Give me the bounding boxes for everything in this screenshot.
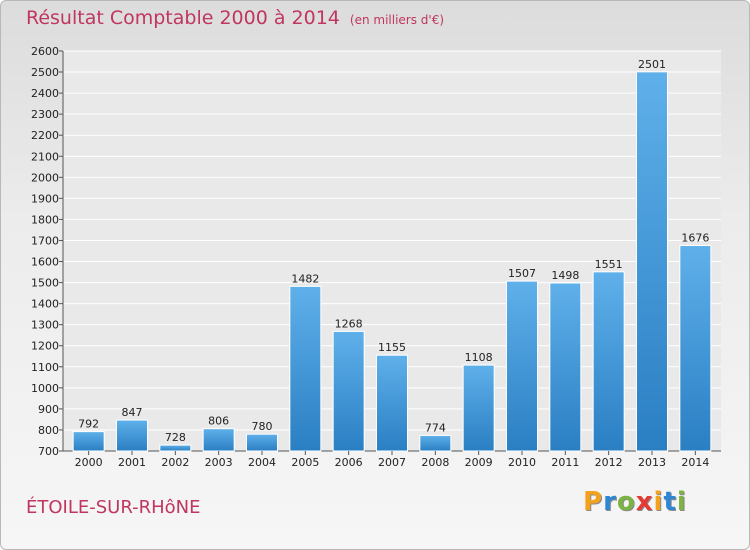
data-label: 1482 [291,272,319,285]
proxiti-logo: Proxiti [583,487,687,517]
bar [246,433,278,452]
y-tick-label: 2400 [31,87,59,100]
bar [202,428,235,452]
y-tick-label: 2200 [31,129,59,142]
chart-unit: (en milliers d'€) [349,13,445,27]
x-tick-label: 2011 [551,456,579,469]
logo-letter: i [676,487,687,517]
x-tick-label: 2000 [75,456,103,469]
city-name: ÉTOILE-SUR-RHôNE [26,497,201,518]
bar [159,444,192,452]
x-tick-label: 2008 [421,456,449,469]
x-tick-label: 2002 [161,456,189,469]
y-tick-label: 900 [38,403,59,416]
y-tick-label: 2000 [31,171,59,184]
bar [419,434,452,452]
data-label: 1507 [508,267,536,280]
bar [376,354,408,452]
y-tick-label: 1300 [31,319,59,332]
data-label: 1498 [551,269,579,282]
logo-letter: r [603,487,617,517]
data-label: 1551 [595,258,623,271]
y-tick-label: 700 [38,445,59,458]
y-tick-label: 1000 [31,382,59,395]
data-label: 774 [425,421,446,434]
y-tick-label: 1100 [31,361,59,374]
x-tick-label: 2013 [638,456,666,469]
y-tick-label: 1800 [31,213,59,226]
data-label: 847 [122,406,143,419]
bar [289,285,322,452]
chart-title-text: Résultat Comptable 2000 à 2014 [26,7,340,29]
data-label: 2501 [638,58,666,71]
y-tick-label: 1400 [31,298,59,311]
bar [72,431,105,452]
x-tick-label: 2006 [335,456,363,469]
y-tick-label: 800 [38,424,59,437]
bar [332,330,365,452]
logo-letter: t [663,487,677,517]
bar [592,271,625,452]
y-tick-label: 1600 [31,256,59,269]
bar [679,245,712,452]
x-tick-label: 2001 [118,456,146,469]
chart-title: Résultat Comptable 2000 à 2014 (en millie… [26,7,444,29]
x-tick-label: 2007 [378,456,406,469]
bar [636,71,668,452]
x-tick-label: 2009 [465,456,493,469]
y-tick-label: 2600 [31,45,59,58]
x-tick-label: 2014 [681,456,709,469]
data-label: 1268 [335,317,363,330]
y-tick-label: 1500 [31,277,59,290]
data-label: 1676 [681,232,709,245]
x-tick-label: 2010 [508,456,536,469]
bar [549,282,582,452]
logo-letter: x [635,487,654,517]
x-tick-label: 2012 [595,456,623,469]
bar [506,280,538,452]
data-label: 780 [252,420,273,433]
data-label: 728 [165,431,186,444]
data-label: 806 [208,415,229,428]
data-label: 792 [78,418,99,431]
logo-letter: i [653,487,664,517]
x-tick-label: 2005 [291,456,319,469]
data-label: 1155 [378,341,406,354]
x-tick-label: 2003 [205,456,233,469]
y-tick-label: 2300 [31,108,59,121]
logo-letter: P [583,487,604,517]
x-tick-label: 2004 [248,456,276,469]
bar [116,419,148,452]
data-label: 1108 [465,351,493,364]
y-tick-label: 1900 [31,192,59,205]
y-tick-label: 1700 [31,234,59,247]
bar [462,364,495,452]
y-tick-label: 1200 [31,340,59,353]
y-tick-label: 2100 [31,150,59,163]
logo-letter: o [616,487,636,517]
y-tick-label: 2500 [31,66,59,79]
